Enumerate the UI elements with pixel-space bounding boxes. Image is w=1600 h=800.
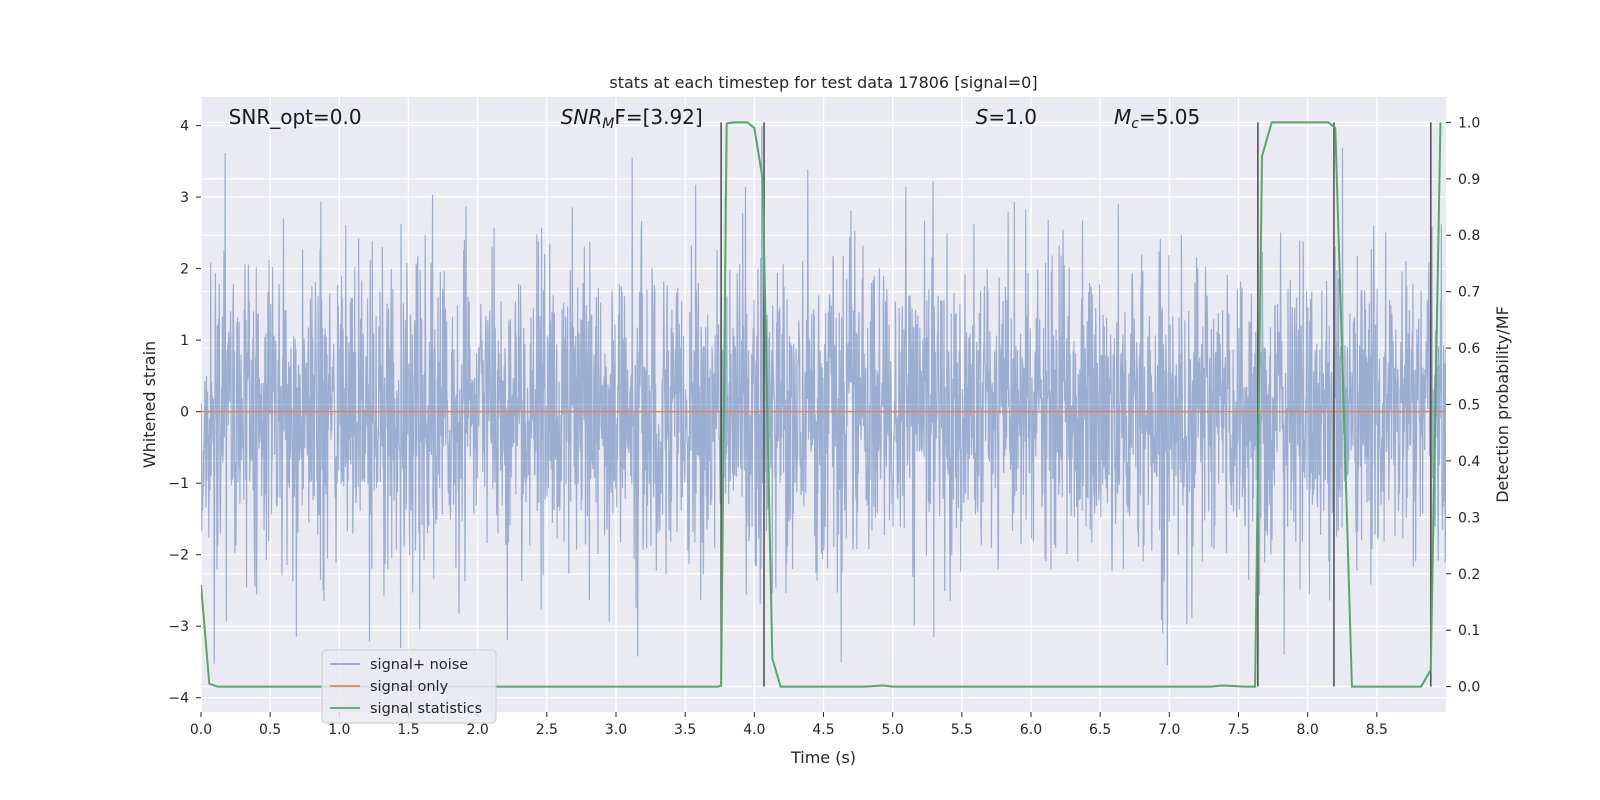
legend-box — [321, 649, 497, 724]
x-axis-ticks: 0.0 0.5 1.0 1.5 2.0 2.5 3.0 3.5 4.0 4.5 5.0 5.5 6.0 6… — [190, 712, 1388, 738]
y2-tick-label: 0.3 — [1458, 510, 1480, 526]
y2-tick-label: 1.0 — [1458, 115, 1480, 131]
x-tick-label: 4.0 — [743, 722, 765, 738]
x-tick-label: 8.5 — [1366, 722, 1388, 738]
x-tick-label: 1.5 — [397, 722, 419, 738]
y2-tick-label: 0.1 — [1458, 623, 1480, 639]
legend-label: signal statistics — [370, 701, 482, 717]
x-tick-label: 7.0 — [1158, 722, 1180, 738]
x-tick-label: 5.5 — [951, 722, 973, 738]
y2-axis-ticks: 1.0 0.9 0.8 0.7 0.6 0.5 0.4 0.3 0.2 0.1 0.0 — [1446, 115, 1480, 696]
chart-title: stats at each timestep for test data 178… — [609, 73, 1037, 92]
y-tick-label: −3 — [168, 619, 189, 635]
annotation-text: SNRMF=[3.92] — [561, 105, 703, 132]
y-tick-label: 3 — [180, 190, 189, 206]
y-axis-ticks: 4 3 2 1 0 −1 −2 −3 −4 — [168, 119, 201, 707]
x-axis-label: Time (s) — [790, 748, 856, 767]
x-tick-label: 0.0 — [190, 722, 212, 738]
x-tick-label: 6.0 — [1020, 722, 1042, 738]
x-tick-label: 7.5 — [1227, 722, 1249, 738]
y2-tick-label: 0.8 — [1458, 228, 1480, 244]
plot-area — [201, 121, 1446, 688]
x-tick-label: 2.0 — [467, 722, 489, 738]
annotation-symbol: SNR — [561, 105, 603, 129]
y-axis-label: Whitened strain — [140, 341, 159, 468]
y2-axis-label: Detection probability/MF — [1493, 306, 1512, 503]
signal-statistics-line — [201, 121, 1442, 688]
annotation-value: =5.05 — [1139, 105, 1200, 129]
x-tick-label: 0.5 — [259, 722, 281, 738]
x-tick-label: 8.0 — [1297, 722, 1319, 738]
x-tick-label: 3.5 — [674, 722, 696, 738]
annotation-symbol: S — [976, 105, 989, 129]
y-tick-label: 1 — [180, 333, 189, 349]
x-tick-label: 1.0 — [328, 722, 350, 738]
x-tick-label: 2.5 — [536, 722, 558, 738]
legend-label: signal+ noise — [370, 657, 468, 673]
legend-label: signal only — [370, 679, 449, 695]
y-tick-label: 2 — [180, 262, 189, 278]
y-tick-label: 0 — [180, 405, 189, 421]
signal-noise-line — [201, 125, 1446, 666]
y2-tick-label: 0.7 — [1458, 285, 1480, 301]
y2-tick-label: 0.6 — [1458, 341, 1480, 357]
annotation-subscript: c — [1131, 116, 1139, 132]
y-tick-label: −4 — [168, 691, 189, 707]
y2-tick-label: 0.2 — [1458, 567, 1480, 583]
annotation-text: S=1.0 — [976, 105, 1037, 129]
legend: signal+ noise signal only signal statistic… — [321, 649, 497, 724]
x-tick-label: 5.0 — [882, 722, 904, 738]
series-signal-noise — [201, 125, 1446, 666]
annotations: SNR_opt=0.0 SNRMF=[3.92] S=1.0 Mc=5.05 — [229, 105, 1201, 132]
annotation-symbol: M — [1114, 105, 1131, 129]
y2-tick-label: 0.9 — [1458, 172, 1480, 188]
annotation-symbol: SNR_opt — [229, 105, 313, 129]
annotation-text: Mc=5.05 — [1114, 105, 1200, 132]
annotation-text: SNR_opt=0.0 — [229, 105, 362, 129]
annotation-value: F=[3.92] — [614, 105, 702, 129]
annotation-value: =0.0 — [313, 105, 362, 129]
y2-tick-label: 0.0 — [1458, 680, 1480, 696]
y-tick-label: 4 — [180, 119, 189, 135]
x-tick-label: 4.5 — [812, 722, 834, 738]
y2-tick-label: 0.4 — [1458, 454, 1480, 470]
y-tick-label: −1 — [168, 476, 189, 492]
y-tick-label: −2 — [168, 548, 189, 564]
y2-tick-label: 0.5 — [1458, 398, 1480, 414]
annotation-value: =1.0 — [988, 105, 1037, 129]
x-tick-label: 6.5 — [1089, 722, 1111, 738]
x-tick-label: 3.0 — [605, 722, 627, 738]
annotation-subscript: M — [602, 116, 614, 132]
series-signal-statistics — [201, 121, 1442, 688]
